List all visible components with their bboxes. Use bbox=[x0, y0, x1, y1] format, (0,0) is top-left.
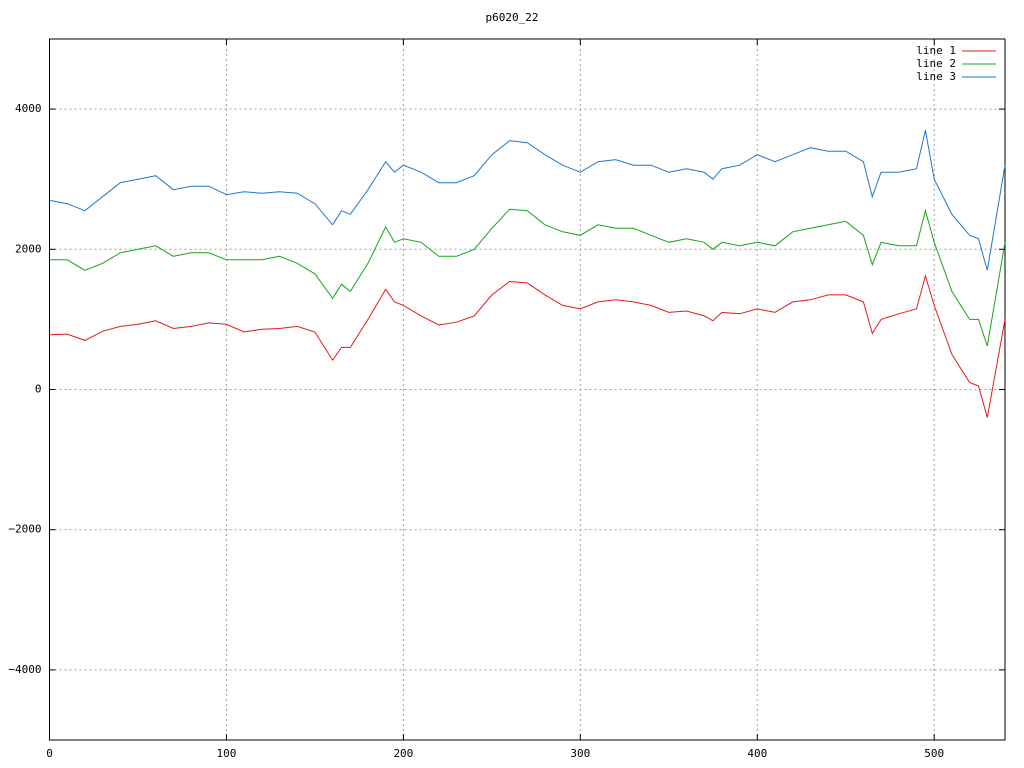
y-tick-label: 2000 bbox=[15, 242, 42, 255]
x-tick-label: 0 bbox=[46, 747, 53, 760]
plot-frame bbox=[49, 38, 1006, 741]
legend-label: line 1 bbox=[916, 44, 956, 57]
x-tick-label: 300 bbox=[570, 747, 590, 760]
series-line bbox=[49, 129, 1006, 271]
y-tick-label: 0 bbox=[35, 383, 42, 396]
y-tick-label: −4000 bbox=[8, 663, 41, 676]
x-tick-label: 400 bbox=[747, 747, 767, 760]
chart-title: p6020_22 bbox=[486, 11, 539, 24]
x-tick-label: 200 bbox=[393, 747, 413, 760]
x-tick-label: 100 bbox=[217, 747, 237, 760]
y-tick-label: −2000 bbox=[8, 523, 41, 536]
series-line bbox=[49, 208, 1006, 347]
legend-label: line 3 bbox=[916, 70, 956, 83]
x-tick-label: 500 bbox=[924, 747, 944, 760]
legend-label: line 2 bbox=[916, 57, 956, 70]
y-tick-label: 4000 bbox=[15, 102, 42, 115]
series-line bbox=[49, 274, 1006, 418]
